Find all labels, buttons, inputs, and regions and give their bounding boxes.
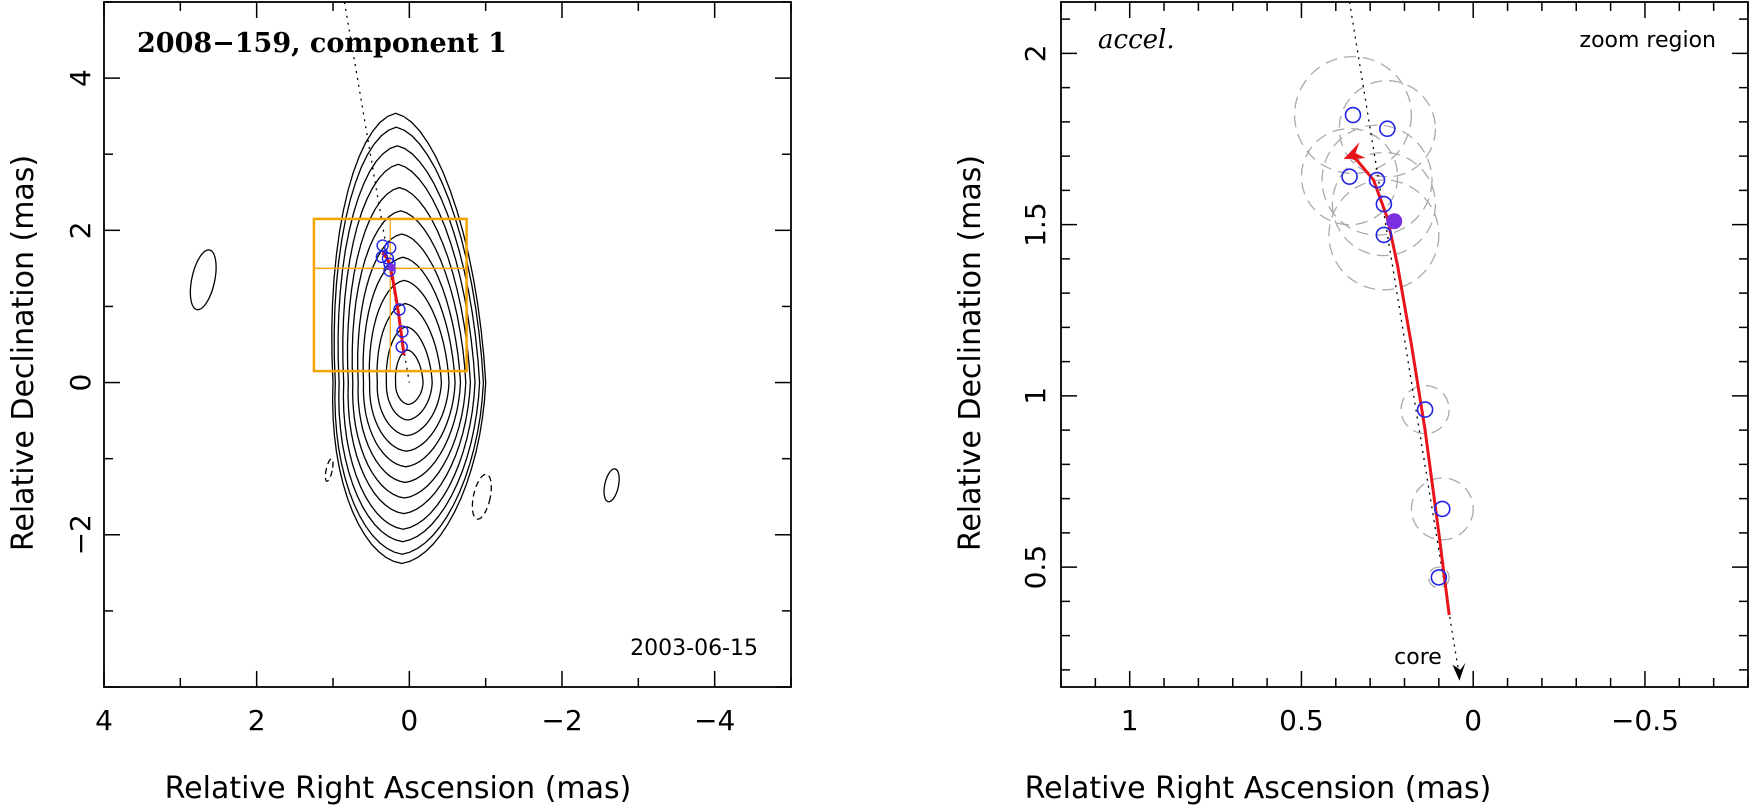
y-tick-label: 0.5: [1019, 545, 1052, 590]
component-positions: [1341, 106, 1451, 586]
left-axes: 4 2 0 −2 −4 −2 0 2 4: [64, 1, 792, 737]
trajectory-line: [1348, 154, 1451, 616]
jet-axis-line: [1348, 1, 1466, 681]
reference-position: [387, 263, 396, 272]
component-position: [1433, 500, 1451, 518]
contour-level: [333, 126, 485, 555]
negative-contour: [471, 473, 492, 520]
x-tick-label: −0.5: [1611, 704, 1679, 737]
x-tick-label: 0: [400, 704, 418, 737]
component-position: [1375, 226, 1393, 244]
jet-axis-line: [343, 1, 410, 383]
contour-level: [331, 112, 487, 565]
jet-axis-dotted: [1348, 1, 1461, 677]
reference-position: [1386, 213, 1403, 230]
contour-map: [189, 112, 620, 565]
contour-level: [342, 163, 476, 530]
x-tick-label: −4: [694, 704, 735, 737]
y-tick-label: 1: [1019, 387, 1052, 405]
component-position: [1341, 168, 1358, 185]
negative-contour: [324, 458, 334, 482]
position-error-circle: [1300, 127, 1399, 226]
date-annotation: 2003-06-15: [630, 636, 758, 661]
x-tick-label: 0.5: [1279, 704, 1324, 737]
component-position: [396, 325, 409, 338]
position-error-circle: [1338, 79, 1437, 178]
y-tick-label: 2: [1019, 44, 1052, 62]
x-tick-label: 2: [248, 704, 266, 737]
contour-level: [337, 145, 481, 543]
trajectory-arrowhead: [1343, 142, 1366, 160]
y-tick-label: 2: [64, 221, 97, 239]
core-arrowhead: [1452, 662, 1466, 681]
right-x-label: Relative Right Ascension (mas): [1025, 771, 1492, 806]
trajectory-curve: [1343, 142, 1451, 616]
y-tick-label: −2: [64, 514, 97, 555]
component-position: [381, 252, 395, 265]
contour-level: [362, 256, 456, 468]
contour-level: [385, 326, 433, 421]
component-position: [393, 303, 406, 316]
x-tick-label: 1: [1121, 704, 1139, 737]
component-position: [375, 250, 389, 264]
y-tick-label: 1.5: [1019, 202, 1052, 247]
trajectory-line: [381, 251, 406, 356]
contour-level: [357, 233, 462, 484]
small-contour: [189, 249, 217, 311]
plot-frame: [1060, 1, 1749, 688]
component-position: [1430, 569, 1448, 586]
position-error-circle: [1331, 151, 1437, 257]
error-circles: [1293, 55, 1474, 589]
x-tick-label: 4: [95, 704, 113, 737]
component-position: [1375, 195, 1393, 213]
contour-level: [394, 349, 424, 406]
right-panel: 1 0.5 0 −0.5 0.5 1 1.5 2 accel. zoom region cor…: [953, 1, 1749, 806]
component-position: [1368, 171, 1386, 189]
x-tick-label: 0: [1464, 704, 1482, 737]
position-error-circle: [1293, 55, 1413, 175]
left-panel: 4 2 0 −2 −4 −2 0 2 4 2008−159, component 1 2003-…: [6, 1, 792, 806]
position-error-circle: [1427, 566, 1450, 589]
x-tick-label: −2: [541, 704, 582, 737]
component-position: [395, 340, 408, 353]
right-axes: 1 0.5 0 −0.5 0.5 1 1.5 2: [1019, 1, 1749, 737]
plot-frame: [103, 1, 792, 688]
jet-axis-dotted: [343, 1, 410, 383]
zoom-region-label: zoom region: [1580, 28, 1716, 53]
component-position: [1379, 120, 1396, 138]
component-positions: [375, 239, 409, 353]
core-label: core: [1394, 645, 1442, 670]
contour-level: [351, 210, 467, 499]
small-contour: [603, 468, 620, 503]
right-title: accel.: [1098, 25, 1175, 55]
right-y-label: Relative Declination (mas): [953, 155, 988, 551]
position-error-circle: [1410, 477, 1474, 541]
component-position: [1416, 401, 1434, 418]
component-position: [1344, 106, 1362, 124]
left-title: 2008−159, component 1: [137, 28, 507, 59]
y-tick-label: 0: [64, 374, 97, 392]
y-tick-label: 4: [64, 69, 97, 87]
trajectory-curve: [381, 251, 406, 356]
contour-level: [368, 279, 450, 452]
position-error-circle: [1400, 384, 1450, 435]
left-x-label: Relative Right Ascension (mas): [165, 771, 632, 806]
left-y-label: Relative Declination (mas): [6, 155, 41, 551]
